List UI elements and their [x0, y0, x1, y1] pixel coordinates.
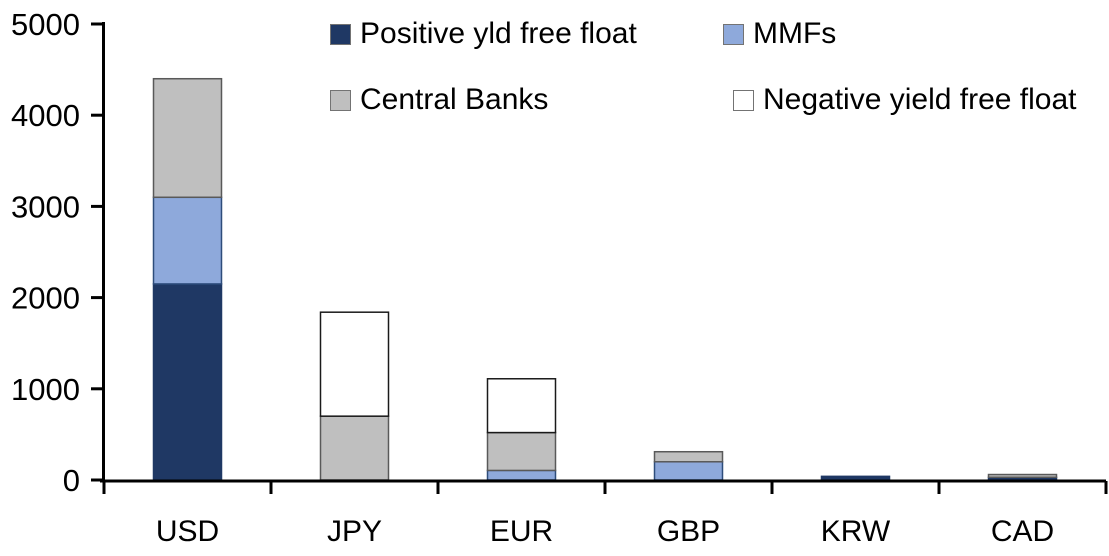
x-category-label: GBP	[657, 515, 720, 548]
x-category-label: CAD	[991, 515, 1054, 548]
bar-segment	[820, 475, 891, 481]
legend-item-negative-yield-free-float: Negative yield free float	[733, 85, 1077, 115]
bar-segment	[152, 283, 223, 481]
x-category-label: JPY	[327, 515, 382, 548]
y-tick-label: 5000	[11, 7, 80, 42]
legend-swatch-negative-yield-free-float	[733, 89, 754, 111]
bar-segment	[486, 431, 557, 472]
x-category-label: KRW	[821, 515, 891, 548]
y-tick-label: 0	[63, 463, 80, 498]
bar-segment	[987, 473, 1058, 479]
legend-item-positive-yld-free-float: Positive yld free float	[330, 19, 637, 49]
y-tick-label: 1000	[11, 372, 80, 407]
legend-item-central-banks: Central Banks	[330, 85, 548, 115]
legend-label-central-banks: Central Banks	[360, 83, 549, 116]
legend-swatch-central-banks	[330, 89, 351, 111]
bar-segment	[653, 461, 724, 481]
bar-segment	[152, 196, 223, 285]
legend-swatch-positive-yld-free-float	[330, 23, 351, 45]
bar-segment	[319, 311, 390, 417]
legend-label-negative-yield-free-float: Negative yield free float	[763, 83, 1077, 116]
y-tick-label: 3000	[11, 189, 80, 224]
legend-label-positive-yld-free-float: Positive yld free float	[360, 17, 637, 50]
legend-label-mmfs: MMFs	[753, 17, 837, 50]
bar-segment	[653, 450, 724, 463]
bar-segment	[152, 77, 223, 199]
legend-item-mmfs: MMFs	[723, 19, 836, 49]
legend-swatch-mmfs	[723, 23, 744, 45]
y-tick-label: 2000	[11, 281, 80, 316]
bar-segment	[486, 469, 557, 481]
bar-segment	[486, 378, 557, 434]
bar-segment	[319, 415, 390, 481]
x-category-label: USD	[156, 515, 219, 548]
x-category-label: EUR	[490, 515, 553, 548]
y-tick-label: 4000	[11, 98, 80, 133]
